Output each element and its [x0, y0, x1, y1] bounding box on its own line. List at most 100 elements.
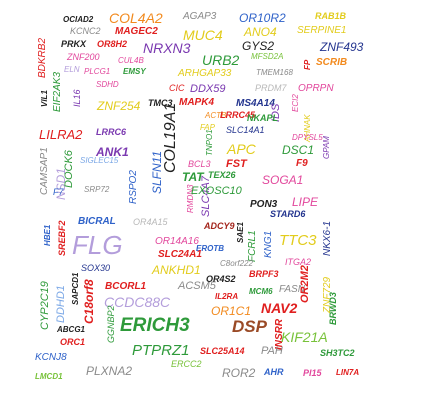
- word-lrrc6: LRRC6: [96, 127, 127, 137]
- word-fp: FP: [303, 59, 312, 70]
- word-or8h2: OR8H2: [97, 39, 128, 49]
- word-kcnj8: KCNJ8: [35, 352, 67, 363]
- word-hbe1: HBE1: [43, 224, 52, 246]
- word-stard6: STARD6: [270, 209, 306, 219]
- word-cul4b: CUL4B: [118, 56, 144, 65]
- word-sh3tc2: SH3TC2: [320, 348, 355, 358]
- word-nkapl: NKAPL: [247, 113, 278, 123]
- word-vil1: VIL1: [40, 90, 49, 107]
- word-dsc1: DSC1: [282, 143, 315, 157]
- word-abcg1: ABCG1: [57, 325, 86, 334]
- word-ddx59: DDX59: [190, 83, 226, 95]
- word-or4a15: OR4A15: [133, 217, 168, 227]
- word-pi15: PI15: [303, 368, 322, 378]
- word-srp72: SRP72: [84, 185, 110, 194]
- word-gpam: GPAM: [322, 136, 331, 159]
- word-pah: PAH: [261, 345, 283, 357]
- word-arhgap33: ARHGAP33: [178, 68, 232, 79]
- word-slc24a1: SLC24A1: [158, 249, 202, 260]
- word-ank1: ANK1: [96, 145, 129, 159]
- word-serpine1: SERPINE1: [297, 25, 347, 36]
- word-ggnbp2: GGNBP2: [106, 305, 116, 343]
- word-mfsd2a: MFSD2A: [251, 52, 284, 61]
- word-plxna2: PLXNA2: [86, 364, 133, 378]
- word-eci2: ECI2: [291, 94, 300, 112]
- word-il16: IL16: [72, 89, 82, 107]
- word-sae1: SAE1: [236, 222, 245, 243]
- word-plcg1: PLCG1: [84, 67, 111, 76]
- word-srebf2: SREBF2: [57, 220, 67, 256]
- word-tat: TAT: [182, 170, 204, 184]
- word-il2ra: IL2RA: [215, 292, 239, 301]
- word-prdm7: PRDM7: [255, 83, 287, 93]
- word-tnpo1: TNPO1: [205, 129, 214, 156]
- word-bdkrb2: BDKRB2: [37, 37, 48, 78]
- word-adcy9: ADCY9: [204, 221, 235, 231]
- word-erich3: ERICH3: [120, 315, 190, 336]
- word-kcnc2: KCNC2: [70, 26, 101, 36]
- word-eln: ELN: [64, 65, 80, 74]
- word-tmc3: TMC3: [148, 98, 173, 108]
- word-c18orf8: C18orf8: [82, 279, 96, 324]
- word-nkx6-1: NKX6-1: [322, 220, 333, 256]
- word-slc14a1: SLC14A1: [226, 125, 265, 135]
- word-fst: FST: [226, 158, 247, 170]
- word-sdhd: SDHD: [96, 80, 119, 89]
- word-actb: ACTB: [205, 111, 227, 120]
- word-tex26: TEX26: [208, 170, 236, 180]
- word-or1c1: OR1C1: [211, 304, 252, 318]
- word-lipe: LIPE: [292, 195, 319, 209]
- word-or4s2: OR4S2: [206, 274, 236, 284]
- word-bcorl1: BCORL1: [105, 281, 147, 292]
- word-rspo2: RSPO2: [128, 170, 139, 204]
- word-muc4: MUC4: [183, 27, 223, 43]
- word-urb2: URB2: [202, 52, 240, 68]
- word-ociad2: OCIAD2: [63, 15, 94, 24]
- word-agap3: AGAP3: [183, 11, 217, 22]
- word-dock6: DOCK6: [63, 150, 75, 188]
- word-orc1: ORC1: [60, 337, 86, 347]
- word-or14a16: OR14A16: [155, 236, 199, 247]
- word-sox30: SOX30: [81, 263, 111, 273]
- word-ano4: ANO4: [244, 25, 277, 39]
- word-pon3: PON3: [250, 199, 278, 210]
- word-znf254: ZNF254: [97, 99, 141, 113]
- word-eif2ak3: EIF2AK3: [52, 71, 63, 112]
- word-oprpn: OPRPN: [298, 83, 334, 94]
- word-nav2: NAV2: [261, 300, 298, 316]
- word-znf493: ZNF493: [320, 40, 364, 54]
- word-c8orf222: C8orf222: [220, 259, 253, 268]
- word-gys2: GYS2: [242, 39, 275, 53]
- word-itga2: ITGA2: [285, 257, 312, 267]
- word-ankhd1: ANKHD1: [152, 263, 201, 277]
- word-znf200: ZNF200: [67, 52, 100, 62]
- word-acsm5: ACSM5: [178, 280, 216, 292]
- word-prkx: PRKX: [61, 39, 87, 49]
- word-cic: CIC: [169, 83, 185, 93]
- word-kng1: KNG1: [263, 230, 274, 258]
- word-tmem168: TMEM168: [256, 68, 293, 77]
- word-fcrl1: FCRL1: [247, 230, 258, 262]
- word-soga1: SOGA1: [262, 173, 304, 187]
- word-camsap1: CAMSAP1: [39, 147, 50, 195]
- word-brwd3: BRWD3: [328, 292, 338, 325]
- word-kif21a: KIF21A: [281, 329, 328, 345]
- word-scrib: SCRIB: [316, 57, 348, 68]
- word-col19a1: COL19A1: [162, 102, 179, 173]
- word-dsp: DSP: [232, 317, 267, 336]
- word-mapk4: MAPK4: [179, 97, 215, 108]
- word-col4a2: COL4A2: [109, 10, 163, 26]
- word-nrxn3: NRXN3: [143, 40, 191, 56]
- word-bcl3: BCL3: [188, 159, 211, 169]
- word-ms4a14: MS4A14: [236, 98, 275, 109]
- word-f7: F7: [53, 187, 64, 197]
- word-mcm6: MCM6: [249, 287, 273, 296]
- word-lilra2: LILRA2: [39, 127, 83, 142]
- word-dpysl5: DPYSL5: [292, 133, 323, 142]
- word-bicral: BICRAL: [78, 216, 116, 227]
- word-ttc3: TTC3: [279, 232, 317, 249]
- word-ahr: AHR: [264, 367, 284, 377]
- word-fasn: FASN: [279, 284, 305, 295]
- word-ccdc88c: CCDC88C: [104, 294, 171, 310]
